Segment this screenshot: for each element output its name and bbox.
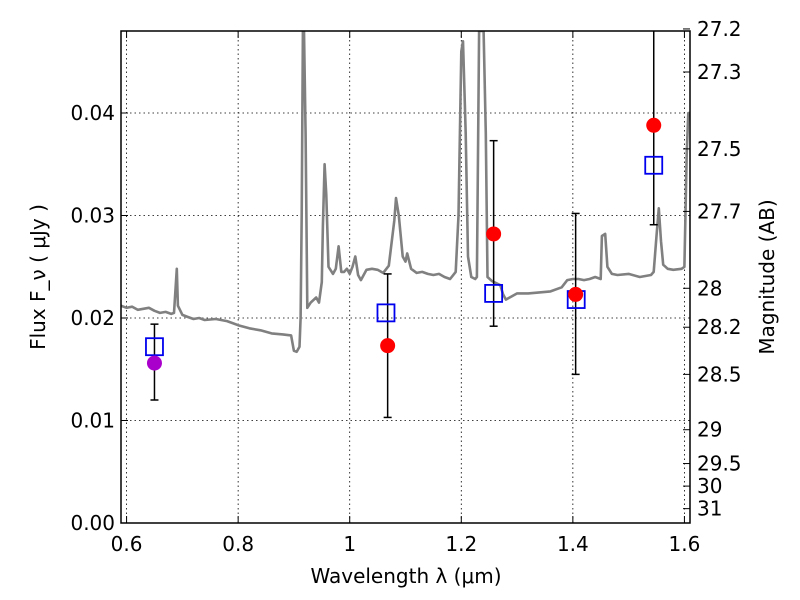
right-tick-label: 31 [697, 497, 722, 521]
observed-point [486, 226, 502, 242]
right-tick-label: 27.7 [697, 199, 742, 223]
model-point [644, 155, 664, 175]
right-axis-label-text: Magnitude (AB) [755, 199, 779, 354]
observed-photometry [146, 117, 662, 371]
right-tick-label: 28.2 [697, 315, 742, 339]
right-tick-label: 27.2 [697, 17, 742, 41]
observed-point [646, 117, 662, 133]
x-tick-label: 1.6 [669, 532, 701, 556]
right-tick-label: 27.5 [697, 137, 742, 161]
observed-point [146, 355, 162, 371]
observed-point [568, 286, 584, 302]
right-tick-label: 29 [697, 418, 722, 442]
x-axis-label-text: Wavelength λ (μm) [310, 564, 501, 588]
y-tick-label: 0.01 [70, 409, 115, 433]
right-tick-label: 27.3 [697, 60, 742, 84]
x-axis-label: Wavelength λ (μm) [310, 564, 501, 588]
model-spectrum [121, 31, 690, 354]
right-tick-label: 28.5 [697, 362, 742, 386]
grid [121, 31, 690, 524]
model-photometry [145, 155, 664, 357]
y-axis-label: Flux F_ν ( μJy ) [26, 204, 50, 350]
model-point [484, 283, 504, 303]
x-tick-label: 1 [343, 532, 356, 556]
x-tick-label: 0.8 [222, 532, 254, 556]
model-point [376, 303, 396, 323]
x-tick-label: 1.2 [445, 532, 477, 556]
model-point [145, 337, 164, 357]
x-tick-label: 1.4 [557, 532, 589, 556]
right-tick-label: 30 [697, 474, 722, 498]
x-tick-label: 0.6 [111, 532, 143, 556]
right-axis-label: Magnitude (AB) [755, 199, 779, 354]
y-tick-label: 0.02 [70, 306, 115, 330]
spectrum-line [121, 31, 690, 354]
y-tick-label: 0.03 [70, 204, 115, 228]
right-tick-label: 28 [697, 276, 722, 300]
error-bars [150, 31, 658, 419]
y-axis-label-text: Flux F_ν ( μJy ) [26, 204, 50, 350]
y-tick-label: 0.04 [70, 101, 115, 125]
axis-ticks: 0.6 0.8 1 1.2 1.4 1.6 0.00 0.01 0.02 0.03 0.04 27.2… [70, 17, 741, 556]
y-tick-label: 0.00 [70, 511, 115, 535]
observed-point [380, 338, 396, 354]
right-tick-label: 29.5 [697, 452, 742, 476]
plot-frame [120, 30, 691, 524]
